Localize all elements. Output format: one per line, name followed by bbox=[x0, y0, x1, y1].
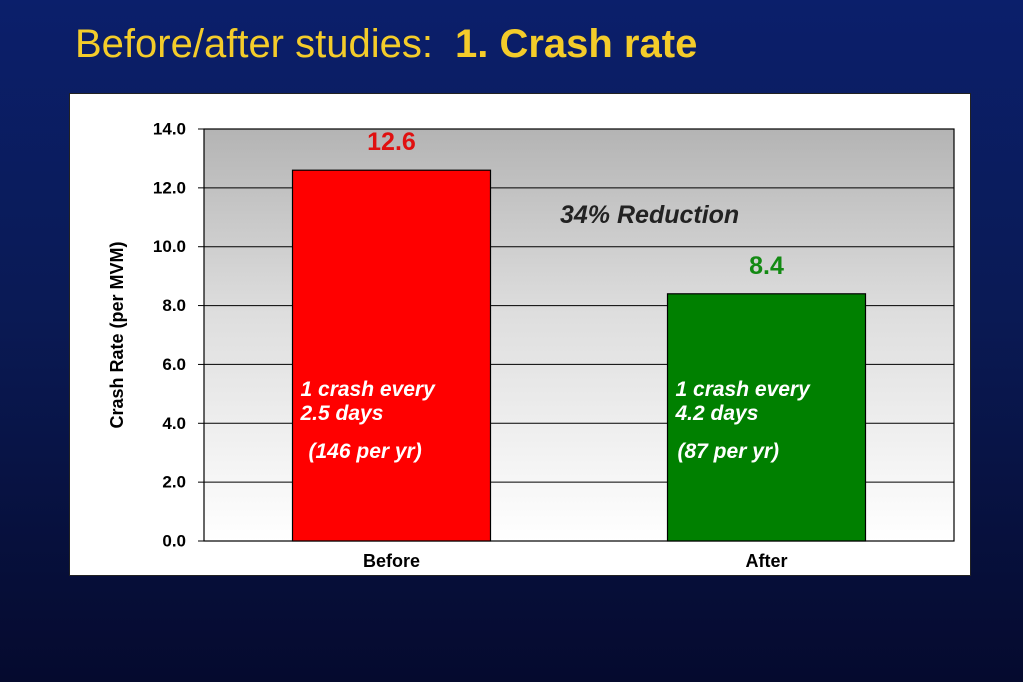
y-tick-label: 0.0 bbox=[162, 532, 186, 551]
category-label: After bbox=[745, 551, 787, 571]
slide-title: Before/after studies: 1. Crash rate bbox=[75, 22, 697, 67]
category-label: Before bbox=[363, 551, 420, 571]
slide-title-bold: 1. Crash rate bbox=[454, 22, 698, 66]
bar-note-line: (87 per yr) bbox=[678, 440, 780, 463]
value-label: 12.6 bbox=[367, 128, 416, 156]
bar-note-line: 4.2 days bbox=[675, 402, 759, 425]
y-tick-label: 6.0 bbox=[162, 355, 186, 374]
y-tick-label: 12.0 bbox=[153, 178, 186, 197]
bar-before bbox=[291, 169, 492, 542]
bar-note-line: (146 per yr) bbox=[309, 440, 422, 463]
bar-note-line: 2.5 days bbox=[300, 402, 384, 425]
bar-after bbox=[666, 293, 867, 542]
bar-note-line: 1 crash every bbox=[676, 378, 812, 401]
y-tick-label: 2.0 bbox=[162, 473, 186, 492]
y-tick-label: 4.0 bbox=[162, 414, 186, 433]
bar-note-line: 1 crash every bbox=[301, 378, 437, 401]
slide-title-regular: Before/after studies: bbox=[75, 22, 433, 66]
y-axis-title: Crash Rate (per MVM) bbox=[107, 241, 127, 428]
y-tick-label: 8.0 bbox=[162, 296, 186, 315]
reduction-annotation: 34% Reduction bbox=[560, 201, 739, 229]
value-label: 8.4 bbox=[749, 252, 784, 280]
y-tick-label: 10.0 bbox=[153, 237, 186, 256]
bar-chart: 0.0 2.0 4.0 6.0 8.0 10.0 12.0 14.0 12.6 Before 1 c… bbox=[107, 120, 955, 571]
chart-panel: 0.0 2.0 4.0 6.0 8.0 10.0 12.0 14.0 12.6 Before 1 c… bbox=[69, 93, 971, 576]
y-tick-label: 14.0 bbox=[153, 120, 186, 139]
